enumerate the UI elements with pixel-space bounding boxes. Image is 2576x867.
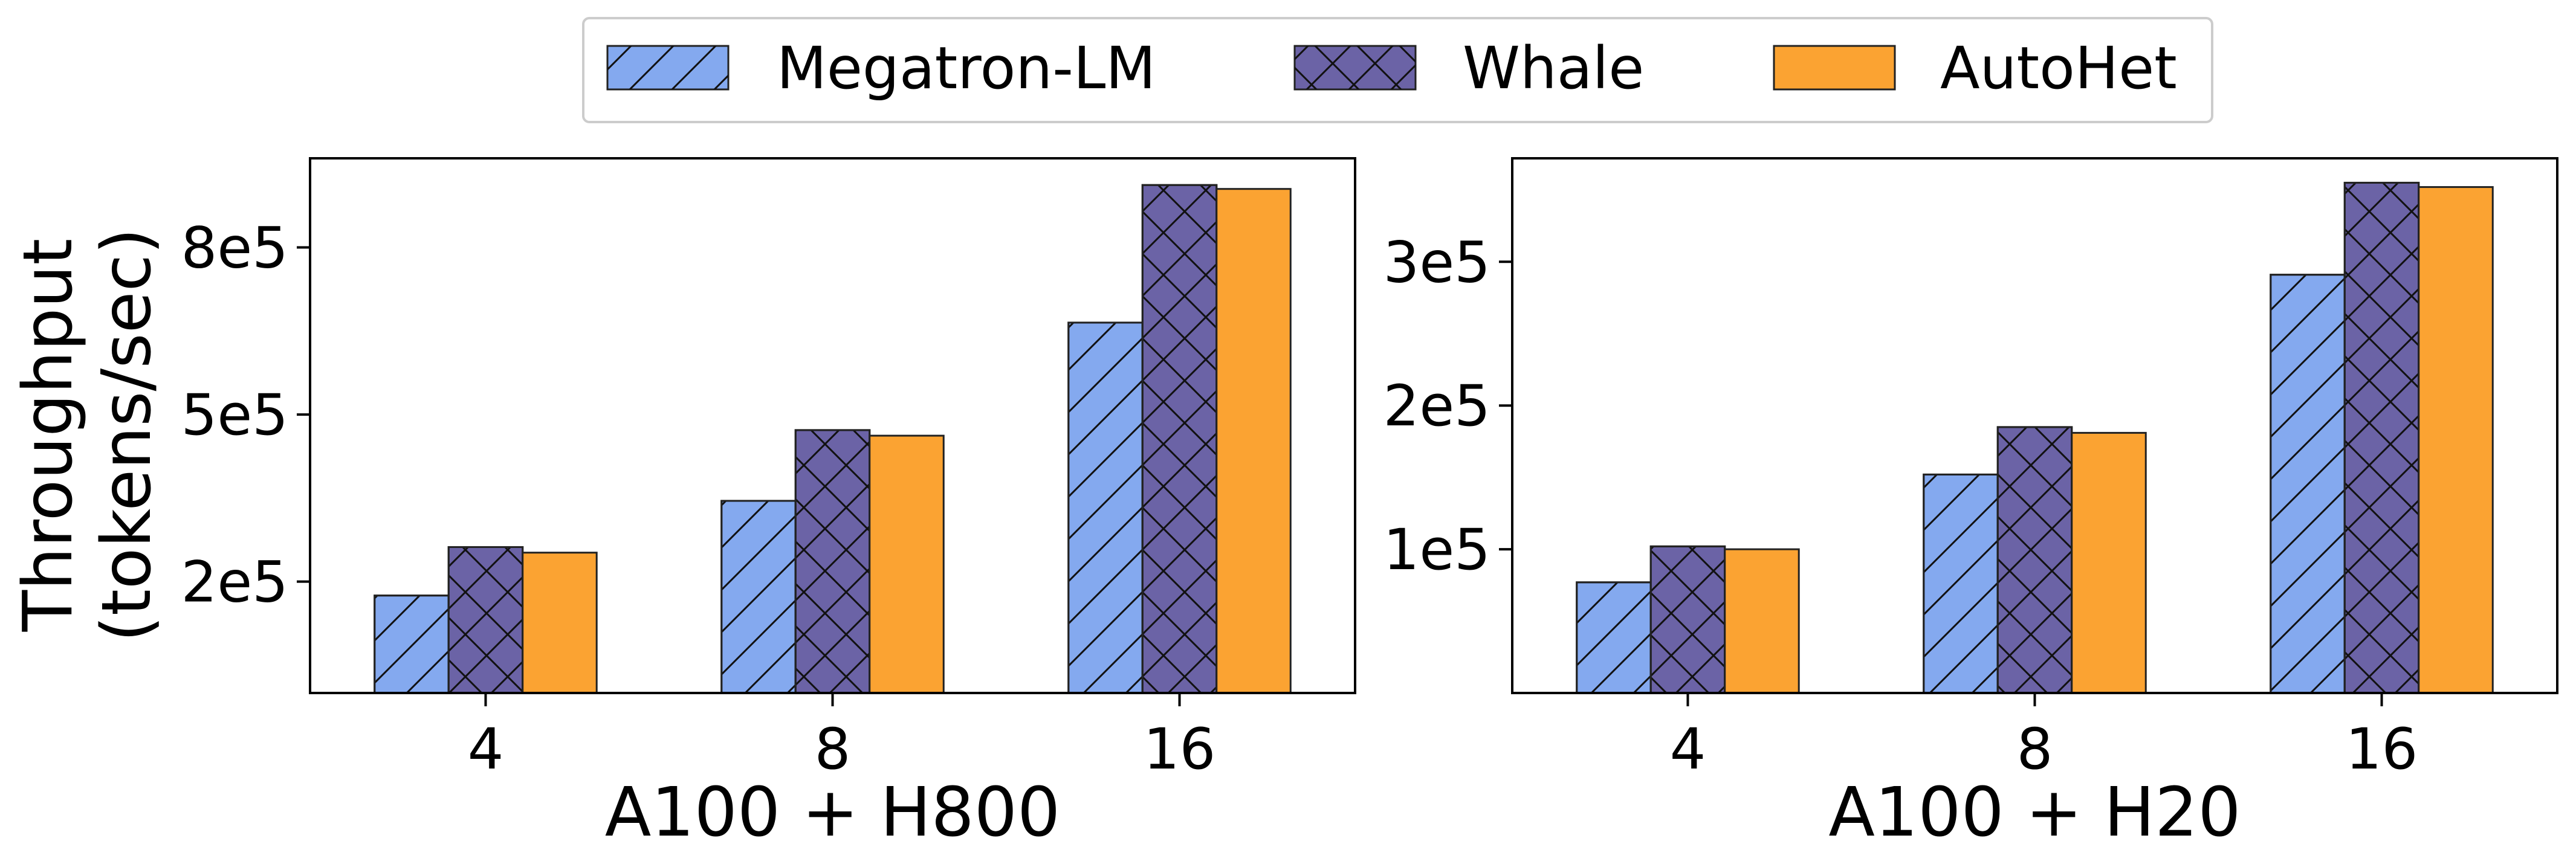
y-axis-title-line-2: (tokens/sec) bbox=[88, 228, 166, 642]
chart-panel-left: 2e5 5e5 8e5 4 8 16 A100 + H800 bbox=[181, 157, 1356, 852]
chart-panel-right: 1e5 2e5 3e5 4 8 16 A100 + H20 bbox=[1383, 157, 2558, 852]
y-axis-title-line-1: Throughput bbox=[9, 239, 88, 633]
x-tick-label: 8 bbox=[2017, 717, 2053, 782]
bar-whale-8-hatch bbox=[794, 429, 871, 694]
bar-whale-8-hatch bbox=[1996, 426, 2073, 694]
legend-swatch-autohet bbox=[1773, 45, 1896, 91]
x-tick-label: 16 bbox=[1144, 717, 1216, 782]
legend-label-whale: Whale bbox=[1463, 34, 1644, 102]
legend-item-megatron: Megatron-LM bbox=[606, 34, 1156, 102]
bar-autohet-16 bbox=[2418, 186, 2494, 694]
bar-whale-16-hatch bbox=[1141, 184, 1218, 694]
bar-autohet-8 bbox=[2071, 431, 2147, 694]
legend-hatch-megatron bbox=[607, 46, 728, 89]
y-tick-label: 2e5 bbox=[1383, 373, 1490, 439]
bar-megatron-lm-4-hatch bbox=[1576, 581, 1652, 694]
legend-item-autohet: AutoHet bbox=[1773, 34, 2177, 102]
legend-hatch-whale bbox=[1295, 46, 1416, 89]
x-tick-label: 16 bbox=[2346, 717, 2418, 782]
y-tick-label: 1e5 bbox=[1383, 517, 1490, 583]
bar-autohet-4 bbox=[522, 552, 598, 694]
y-tick-label: 2e5 bbox=[181, 550, 288, 616]
x-tick-label: 4 bbox=[468, 717, 504, 782]
bar-whale-4-hatch bbox=[447, 546, 524, 694]
bar-autohet-4 bbox=[1724, 548, 1800, 694]
legend: Megatron-LM Whale AutoHet bbox=[582, 17, 2213, 123]
y-tick-label: 5e5 bbox=[181, 382, 288, 448]
bar-whale-16-hatch bbox=[2343, 181, 2420, 694]
legend-label-autohet: AutoHet bbox=[1940, 34, 2177, 102]
bar-autohet-8 bbox=[869, 434, 945, 694]
legend-label-megatron: Megatron-LM bbox=[777, 34, 1156, 102]
y-axis-title: Throughput (tokens/sec) bbox=[9, 228, 166, 642]
legend-item-whale: Whale bbox=[1293, 34, 1644, 102]
x-tick-label: 8 bbox=[815, 717, 851, 782]
bar-whale-4-hatch bbox=[1649, 545, 1726, 694]
bar-megatron-lm-8-hatch bbox=[720, 500, 797, 694]
bar-megatron-lm-8-hatch bbox=[1923, 473, 1999, 694]
bar-megatron-lm-16-hatch bbox=[2270, 274, 2346, 694]
x-tick-label: 4 bbox=[1670, 717, 1706, 782]
y-tick-label: 8e5 bbox=[181, 216, 288, 282]
x-axis-title: A100 + H20 bbox=[1828, 773, 2241, 852]
bar-autohet-16 bbox=[1215, 188, 1292, 694]
y-tick-label: 3e5 bbox=[1383, 230, 1490, 295]
bar-megatron-lm-16-hatch bbox=[1067, 321, 1144, 694]
x-axis-title: A100 + H800 bbox=[605, 773, 1060, 852]
bar-megatron-lm-4-hatch bbox=[374, 595, 450, 694]
